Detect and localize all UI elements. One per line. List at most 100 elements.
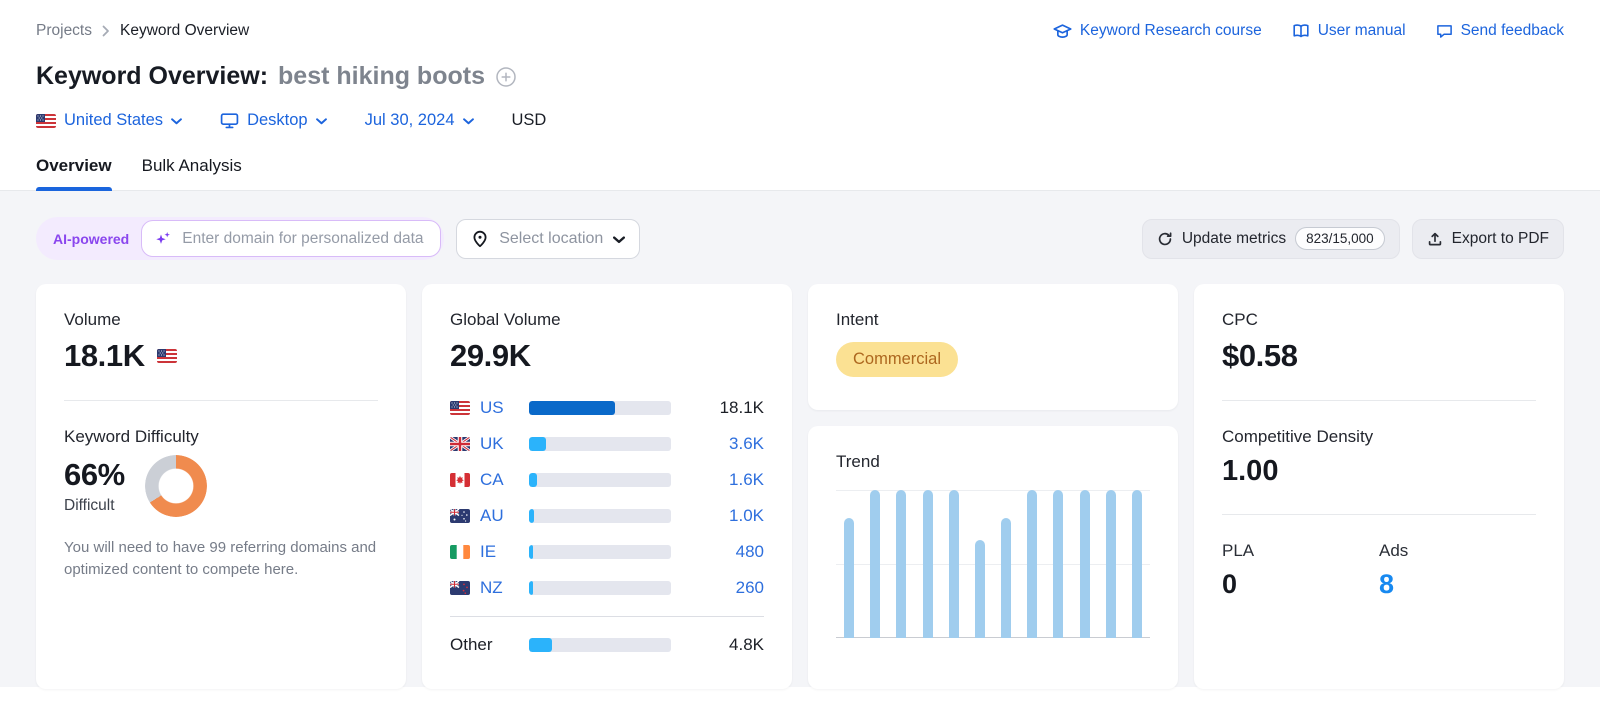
global-volume-row: CA 1.6K (450, 462, 764, 498)
send-feedback-link[interactable]: Send feedback (1436, 22, 1564, 40)
chevron-right-icon (102, 25, 110, 37)
trend-bars (844, 490, 1142, 638)
divider (450, 616, 764, 617)
row-label[interactable]: US (480, 398, 504, 417)
sparkles-icon (154, 230, 172, 248)
row-value[interactable]: 1.0K (729, 506, 764, 525)
global-volume-row: AU 1.0K (450, 498, 764, 534)
row-value: 4.8K (729, 635, 764, 654)
link-label: Send feedback (1460, 22, 1564, 39)
divider (1222, 514, 1536, 515)
user-manual-link[interactable]: User manual (1292, 22, 1406, 40)
trend-bar (870, 490, 881, 638)
global-volume-row: Other 4.8K (450, 627, 764, 663)
device-filter[interactable]: Desktop (220, 111, 327, 130)
select-location-dropdown[interactable]: Select location (456, 218, 641, 259)
global-volume-row: UK 3.6K (450, 426, 764, 462)
ads-value: 8 (1379, 569, 1395, 599)
intent-badge[interactable]: Commercial (836, 342, 959, 377)
row-value[interactable]: 1.6K (729, 470, 764, 489)
add-keyword-icon[interactable] (495, 66, 517, 88)
row-value[interactable]: 260 (735, 578, 764, 597)
volume-bar-fill (529, 509, 534, 523)
chart-baseline (836, 637, 1150, 638)
tab-overview[interactable]: Overview (36, 156, 112, 191)
update-metrics-label: Update metrics (1181, 229, 1287, 247)
volume-title: Volume (64, 310, 121, 329)
date-filter[interactable]: Jul 30, 2024 (365, 111, 474, 130)
global-volume-row: NZ 260 (450, 570, 764, 606)
update-metrics-button[interactable]: Update metrics 823/15,000 (1141, 218, 1400, 259)
row-value[interactable]: 3.6K (729, 434, 764, 453)
breadcrumb-current: Keyword Overview (120, 22, 250, 39)
volume-bar-track (529, 509, 671, 523)
export-pdf-button[interactable]: Export to PDF (1411, 218, 1564, 259)
page-header: Projects Keyword Overview Keyword Resear… (0, 0, 1600, 191)
chevron-down-icon (171, 118, 182, 125)
country-filter[interactable]: United States (36, 111, 182, 130)
link-label: User manual (1317, 22, 1406, 39)
keyword-research-course-link[interactable]: Keyword Research course (1053, 22, 1262, 40)
currency-label: USD (511, 111, 547, 129)
divider (64, 400, 378, 401)
row-label[interactable]: NZ (480, 578, 503, 597)
row-label[interactable]: CA (480, 470, 504, 489)
ai-powered-badge: AI-powered (53, 230, 130, 247)
trend-bar (1105, 490, 1116, 638)
update-counter-badge: 823/15,000 (1295, 227, 1385, 250)
row-country: Other (450, 635, 529, 655)
book-icon (1292, 23, 1310, 39)
tab-bulk-analysis[interactable]: Bulk Analysis (141, 156, 242, 175)
row-value: 18.1K (719, 398, 764, 417)
global-volume-list: US 18.1K UK 3.6K CA 1.6K AU 1.0K IE 480 NZ 260 Other… (450, 390, 764, 663)
row-label[interactable]: AU (480, 506, 504, 525)
keyword-difficulty-note: You will need to have 99 referring domai… (64, 539, 377, 578)
pla-value: 0 (1222, 569, 1238, 599)
select-location-label: Select location (499, 229, 604, 247)
device-filter-label: Desktop (247, 111, 308, 129)
domain-input[interactable] (180, 228, 429, 249)
trend-card: Trend (808, 426, 1178, 689)
ai-domain-widget: AI-powered (36, 217, 445, 260)
country-filter-label: United States (64, 111, 164, 129)
volume-bar-track (529, 545, 671, 559)
trend-bar (1131, 490, 1142, 638)
trend-title: Trend (836, 452, 880, 471)
competitive-density-title: Competitive Density (1222, 427, 1374, 446)
volume-bar-fill (529, 473, 537, 487)
uk-flag-icon (450, 437, 470, 451)
trend-bar (896, 490, 907, 638)
row-value[interactable]: 480 (735, 542, 764, 561)
volume-bar-fill (529, 401, 615, 415)
keyword-difficulty-donut (144, 455, 207, 517)
monitor-icon (220, 112, 239, 129)
volume-bar-track (529, 581, 671, 595)
row-country: CA (450, 470, 529, 490)
ca-flag-icon (450, 473, 470, 487)
export-pdf-label: Export to PDF (1451, 229, 1549, 247)
row-country: IE (450, 542, 529, 562)
us-flag-icon (36, 113, 56, 128)
domain-input-box[interactable] (141, 220, 442, 257)
trend-chart (836, 490, 1150, 638)
chevron-down-icon (613, 235, 626, 244)
chevron-down-icon (462, 118, 474, 125)
au-flag-icon (450, 509, 470, 523)
row-label[interactable]: UK (480, 434, 504, 453)
row-label[interactable]: IE (480, 542, 497, 561)
graduation-cap-icon (1053, 23, 1072, 40)
trend-bar (844, 518, 854, 638)
global-volume-value: 29.9K (450, 338, 531, 373)
nz-flag-icon (450, 581, 470, 595)
volume-value: 18.1K (64, 338, 145, 373)
breadcrumb-projects[interactable]: Projects (36, 22, 92, 39)
trend-bar (974, 540, 985, 638)
main-content: AI-powered Select location (0, 191, 1600, 689)
pla-label: PLA (1222, 541, 1255, 560)
gridline (836, 564, 1150, 565)
row-country: UK (450, 434, 529, 454)
volume-bar-fill (529, 437, 547, 451)
cpc-value: $0.58 (1222, 338, 1298, 373)
volume-bar-fill (529, 545, 533, 559)
intent-card: Intent Commercial (808, 284, 1178, 410)
